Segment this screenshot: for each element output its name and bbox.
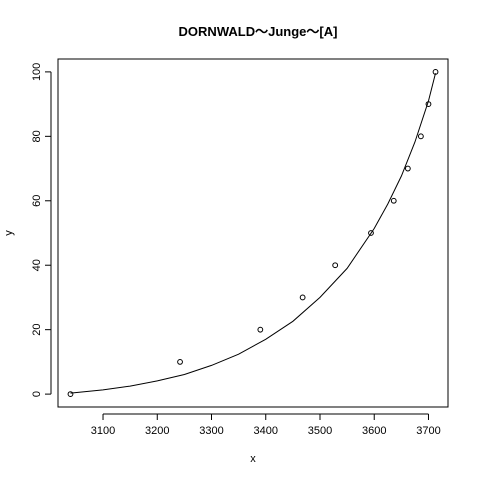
data-point [299,294,306,301]
x-axis: 3100 3200 3300 3400 3500 3600 3700 [91,413,441,437]
y-tick-label: 40 [31,259,43,271]
x-axis-label: x [250,453,256,465]
x-tick-label: 3100 [91,425,115,437]
fitted-curve-line [70,73,436,394]
y-tick-label: 100 [31,63,43,81]
plot-frame [57,58,449,408]
x-tick-label: 3400 [254,425,278,437]
data-points [67,68,439,398]
y-tick-label: 60 [31,195,43,207]
data-point [417,133,424,140]
data-point [390,197,397,204]
x-tick-label: 3700 [416,425,440,437]
data-point [257,326,264,333]
chart-title: DORNWALD～Junge～[A] [179,24,338,39]
data-point [432,68,439,75]
data-point [425,101,432,108]
y-tick-label: 0 [31,391,43,397]
x-tick-label: 3500 [308,425,332,437]
x-tick-label: 3300 [199,425,223,437]
y-axis: 0 20 40 60 80 100 [31,63,52,397]
y-tick-label: 80 [31,130,43,142]
data-point [332,262,339,269]
data-point [67,391,74,398]
y-tick-label: 20 [31,324,43,336]
data-point [368,230,374,236]
x-tick-label: 3600 [362,425,386,437]
y-axis-label: y [3,230,15,236]
x-tick-label: 3200 [145,425,169,437]
data-point [177,358,183,365]
data-point [404,165,411,172]
